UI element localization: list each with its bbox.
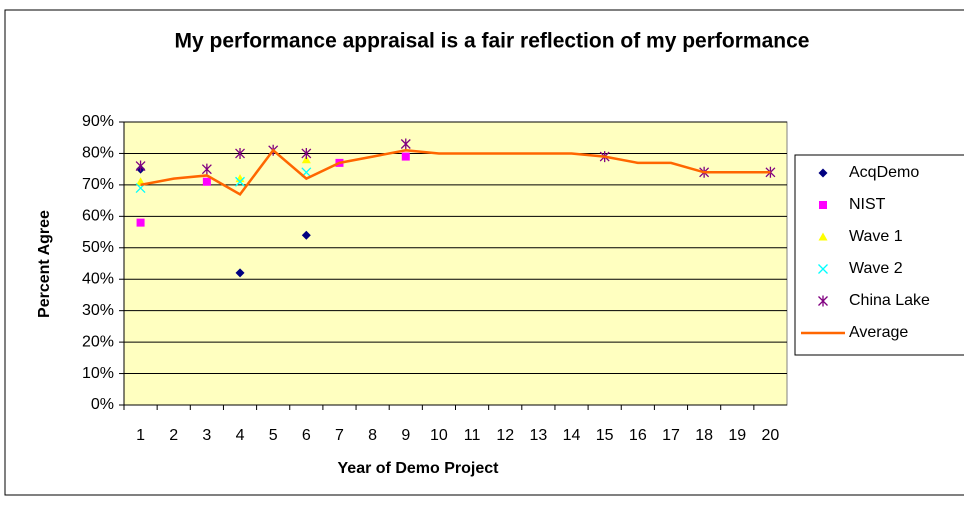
data-point (235, 268, 245, 278)
data-point (135, 160, 146, 172)
x-tick-label: 7 (335, 427, 344, 444)
plot-area (123, 121, 788, 406)
y-tick-label: 10% (82, 365, 114, 382)
legend-label: AcqDemo (849, 164, 919, 181)
x-tick-label: 11 (464, 427, 481, 444)
legend-label: Average (849, 324, 908, 341)
series-line (140, 148, 771, 196)
x-tick-label: 8 (368, 427, 377, 444)
x-tick-label: 2 (169, 427, 178, 444)
data-point (235, 176, 245, 187)
legend-label: Wave 2 (849, 260, 903, 277)
x-tick-label: 19 (728, 427, 746, 444)
x-tick-label: 12 (496, 427, 514, 444)
data-point (202, 177, 211, 186)
legend-marker (819, 201, 827, 209)
x-tick-label: 1 (136, 427, 145, 444)
y-tick-label: 80% (82, 145, 114, 162)
data-point (301, 155, 311, 164)
y-tick-label: 30% (82, 302, 114, 319)
legend (794, 154, 964, 356)
y-axis-title: Percent Agree (36, 210, 53, 318)
legend-label: NIST (849, 196, 886, 213)
x-tick-label: 5 (269, 427, 278, 444)
data-point (201, 163, 212, 175)
legend-marker (818, 232, 828, 241)
x-tick-label: 13 (529, 427, 547, 444)
x-tick-label: 16 (629, 427, 647, 444)
y-tick-label: 50% (82, 239, 114, 256)
y-tick-label: 0% (91, 396, 114, 413)
x-tick-label: 10 (430, 427, 448, 444)
data-point (400, 138, 411, 150)
x-tick-label: 14 (563, 427, 581, 444)
legend-label: Wave 1 (849, 228, 903, 245)
y-tick-label: 90% (82, 113, 114, 130)
x-tick-label: 15 (596, 427, 614, 444)
x-tick-label: 20 (762, 427, 780, 444)
x-tick-label: 17 (662, 427, 680, 444)
x-axis-title: Year of Demo Project (338, 460, 500, 477)
x-tick-label: 9 (401, 427, 410, 444)
y-tick-label: 60% (82, 208, 114, 225)
data-point (401, 152, 410, 161)
x-tick-label: 18 (695, 427, 713, 444)
y-tick-label: 70% (82, 176, 114, 193)
x-tick-label: 4 (236, 427, 245, 444)
data-point (136, 218, 145, 227)
x-tick-label: 3 (202, 427, 211, 444)
legend-label: China Lake (849, 292, 930, 309)
x-tick-label: 6 (302, 427, 311, 444)
y-tick-label: 20% (82, 333, 114, 350)
chart-title: My performance appraisal is a fair refle… (175, 30, 810, 53)
data-point (301, 147, 312, 159)
legend-marker (818, 168, 828, 178)
data-point (301, 230, 311, 240)
legend-marker (818, 295, 828, 307)
y-tick-label: 40% (82, 270, 114, 287)
legend-marker (818, 264, 828, 274)
data-point (235, 147, 245, 159)
